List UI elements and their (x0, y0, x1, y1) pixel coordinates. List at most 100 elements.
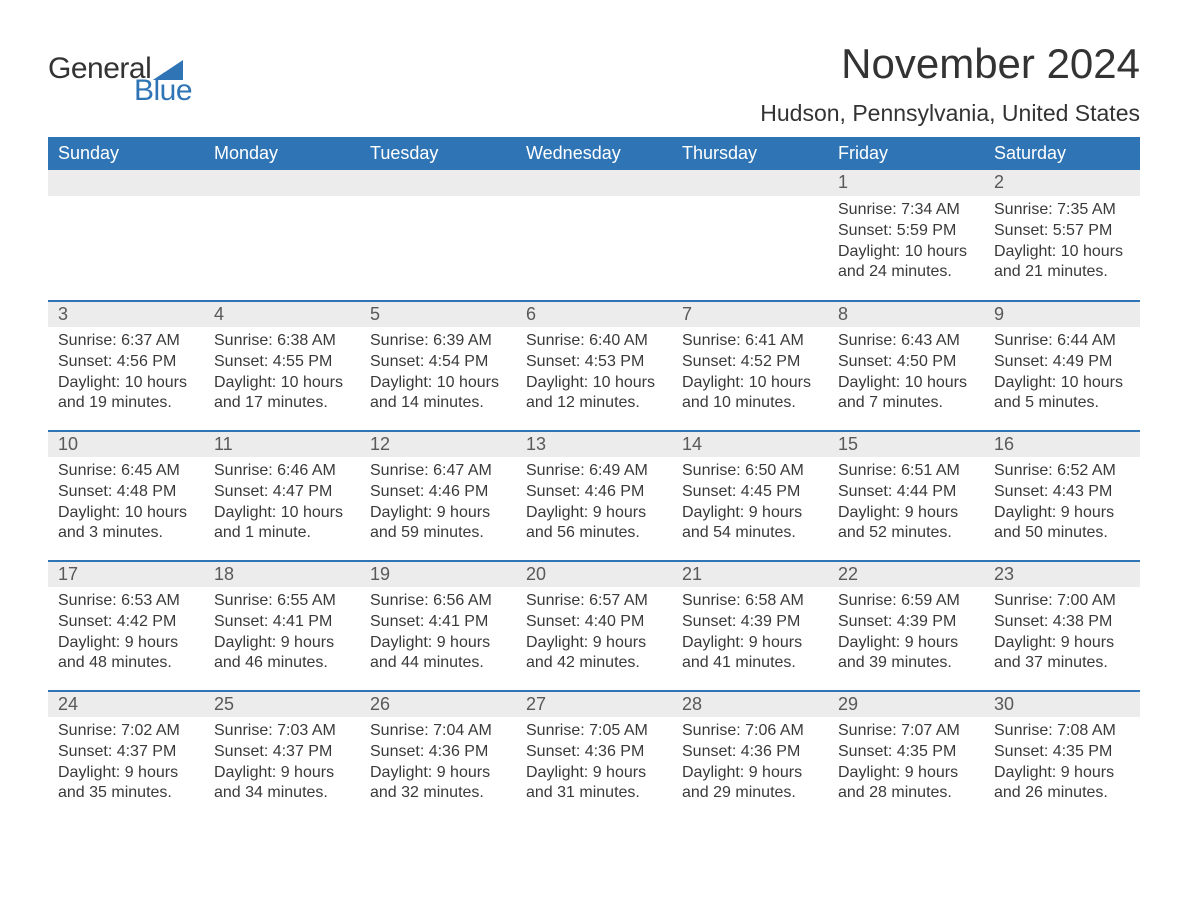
day-content: Sunrise: 6:59 AMSunset: 4:39 PMDaylight:… (828, 587, 984, 682)
weekday-header: Sunday (48, 137, 204, 170)
calendar-week-row: 10Sunrise: 6:45 AMSunset: 4:48 PMDayligh… (48, 430, 1140, 560)
day-number: 5 (360, 300, 516, 327)
sunrise-text: Sunrise: 6:39 AM (370, 331, 506, 352)
sunrise-text: Sunrise: 7:34 AM (838, 200, 974, 221)
logo: General Blue (48, 40, 192, 108)
daylight-text: Daylight: 9 hours and 52 minutes. (838, 503, 974, 545)
calendar-week-row: 24Sunrise: 7:02 AMSunset: 4:37 PMDayligh… (48, 690, 1140, 820)
day-number: 23 (984, 560, 1140, 587)
calendar-day-cell: 19Sunrise: 6:56 AMSunset: 4:41 PMDayligh… (360, 560, 516, 690)
calendar-day-cell: 7Sunrise: 6:41 AMSunset: 4:52 PMDaylight… (672, 300, 828, 430)
empty-day (48, 170, 204, 196)
daylight-text: Daylight: 10 hours and 7 minutes. (838, 373, 974, 415)
daylight-text: Daylight: 9 hours and 44 minutes. (370, 633, 506, 675)
sunset-text: Sunset: 4:56 PM (58, 352, 194, 373)
sunset-text: Sunset: 4:45 PM (682, 482, 818, 503)
day-number: 1 (828, 170, 984, 196)
calendar-day-cell: 3Sunrise: 6:37 AMSunset: 4:56 PMDaylight… (48, 300, 204, 430)
empty-day (360, 170, 516, 196)
day-number: 25 (204, 690, 360, 717)
calendar-day-cell: 15Sunrise: 6:51 AMSunset: 4:44 PMDayligh… (828, 430, 984, 560)
day-content: Sunrise: 6:47 AMSunset: 4:46 PMDaylight:… (360, 457, 516, 552)
sunrise-text: Sunrise: 6:41 AM (682, 331, 818, 352)
weekday-header: Tuesday (360, 137, 516, 170)
sunset-text: Sunset: 4:41 PM (370, 612, 506, 633)
sunrise-text: Sunrise: 7:07 AM (838, 721, 974, 742)
sunset-text: Sunset: 4:46 PM (370, 482, 506, 503)
calendar-day-cell: 21Sunrise: 6:58 AMSunset: 4:39 PMDayligh… (672, 560, 828, 690)
day-number: 6 (516, 300, 672, 327)
daylight-text: Daylight: 10 hours and 19 minutes. (58, 373, 194, 415)
sunrise-text: Sunrise: 6:51 AM (838, 461, 974, 482)
daylight-text: Daylight: 10 hours and 24 minutes. (838, 242, 974, 284)
daylight-text: Daylight: 9 hours and 37 minutes. (994, 633, 1130, 675)
day-number: 15 (828, 430, 984, 457)
day-number: 12 (360, 430, 516, 457)
day-content: Sunrise: 6:46 AMSunset: 4:47 PMDaylight:… (204, 457, 360, 552)
calendar-day-cell: 14Sunrise: 6:50 AMSunset: 4:45 PMDayligh… (672, 430, 828, 560)
day-number: 30 (984, 690, 1140, 717)
day-content: Sunrise: 6:56 AMSunset: 4:41 PMDaylight:… (360, 587, 516, 682)
calendar-day-cell: 8Sunrise: 6:43 AMSunset: 4:50 PMDaylight… (828, 300, 984, 430)
daylight-text: Daylight: 9 hours and 56 minutes. (526, 503, 662, 545)
day-number: 16 (984, 430, 1140, 457)
sunset-text: Sunset: 4:43 PM (994, 482, 1130, 503)
sunset-text: Sunset: 4:54 PM (370, 352, 506, 373)
day-number: 2 (984, 170, 1140, 196)
daylight-text: Daylight: 9 hours and 54 minutes. (682, 503, 818, 545)
calendar-day-cell: 13Sunrise: 6:49 AMSunset: 4:46 PMDayligh… (516, 430, 672, 560)
daylight-text: Daylight: 9 hours and 26 minutes. (994, 763, 1130, 805)
daylight-text: Daylight: 9 hours and 28 minutes. (838, 763, 974, 805)
calendar-day-cell: 1Sunrise: 7:34 AMSunset: 5:59 PMDaylight… (828, 170, 984, 300)
weekday-header-row: Sunday Monday Tuesday Wednesday Thursday… (48, 137, 1140, 170)
empty-day (516, 170, 672, 196)
sunrise-text: Sunrise: 6:47 AM (370, 461, 506, 482)
sunrise-text: Sunrise: 6:57 AM (526, 591, 662, 612)
daylight-text: Daylight: 9 hours and 35 minutes. (58, 763, 194, 805)
daylight-text: Daylight: 9 hours and 41 minutes. (682, 633, 818, 675)
day-content: Sunrise: 6:51 AMSunset: 4:44 PMDaylight:… (828, 457, 984, 552)
day-content: Sunrise: 7:06 AMSunset: 4:36 PMDaylight:… (672, 717, 828, 812)
day-number: 13 (516, 430, 672, 457)
day-content: Sunrise: 6:38 AMSunset: 4:55 PMDaylight:… (204, 327, 360, 422)
sunrise-text: Sunrise: 7:08 AM (994, 721, 1130, 742)
sunrise-text: Sunrise: 6:55 AM (214, 591, 350, 612)
sunset-text: Sunset: 4:35 PM (838, 742, 974, 763)
calendar-week-row: 17Sunrise: 6:53 AMSunset: 4:42 PMDayligh… (48, 560, 1140, 690)
daylight-text: Daylight: 10 hours and 12 minutes. (526, 373, 662, 415)
calendar-day-cell: 26Sunrise: 7:04 AMSunset: 4:36 PMDayligh… (360, 690, 516, 820)
sunset-text: Sunset: 4:39 PM (682, 612, 818, 633)
calendar-day-cell (516, 170, 672, 300)
sunset-text: Sunset: 4:41 PM (214, 612, 350, 633)
sunset-text: Sunset: 4:49 PM (994, 352, 1130, 373)
day-number: 18 (204, 560, 360, 587)
day-number: 27 (516, 690, 672, 717)
sunset-text: Sunset: 4:36 PM (370, 742, 506, 763)
weekday-header: Thursday (672, 137, 828, 170)
sunrise-text: Sunrise: 6:37 AM (58, 331, 194, 352)
day-content: Sunrise: 7:04 AMSunset: 4:36 PMDaylight:… (360, 717, 516, 812)
day-content: Sunrise: 6:53 AMSunset: 4:42 PMDaylight:… (48, 587, 204, 682)
calendar-day-cell (360, 170, 516, 300)
daylight-text: Daylight: 9 hours and 48 minutes. (58, 633, 194, 675)
day-content: Sunrise: 6:55 AMSunset: 4:41 PMDaylight:… (204, 587, 360, 682)
calendar-day-cell: 30Sunrise: 7:08 AMSunset: 4:35 PMDayligh… (984, 690, 1140, 820)
sunrise-text: Sunrise: 6:38 AM (214, 331, 350, 352)
calendar-day-cell (48, 170, 204, 300)
day-number: 22 (828, 560, 984, 587)
daylight-text: Daylight: 10 hours and 14 minutes. (370, 373, 506, 415)
day-content: Sunrise: 6:44 AMSunset: 4:49 PMDaylight:… (984, 327, 1140, 422)
calendar-day-cell: 20Sunrise: 6:57 AMSunset: 4:40 PMDayligh… (516, 560, 672, 690)
calendar-day-cell: 25Sunrise: 7:03 AMSunset: 4:37 PMDayligh… (204, 690, 360, 820)
calendar-day-cell: 2Sunrise: 7:35 AMSunset: 5:57 PMDaylight… (984, 170, 1140, 300)
day-number: 7 (672, 300, 828, 327)
calendar-day-cell: 4Sunrise: 6:38 AMSunset: 4:55 PMDaylight… (204, 300, 360, 430)
day-number: 17 (48, 560, 204, 587)
page: General Blue November 2024 Hudson, Penns… (0, 0, 1188, 860)
sunset-text: Sunset: 4:52 PM (682, 352, 818, 373)
day-number: 8 (828, 300, 984, 327)
sunset-text: Sunset: 4:37 PM (214, 742, 350, 763)
day-content: Sunrise: 6:41 AMSunset: 4:52 PMDaylight:… (672, 327, 828, 422)
calendar-day-cell: 27Sunrise: 7:05 AMSunset: 4:36 PMDayligh… (516, 690, 672, 820)
day-content: Sunrise: 7:07 AMSunset: 4:35 PMDaylight:… (828, 717, 984, 812)
